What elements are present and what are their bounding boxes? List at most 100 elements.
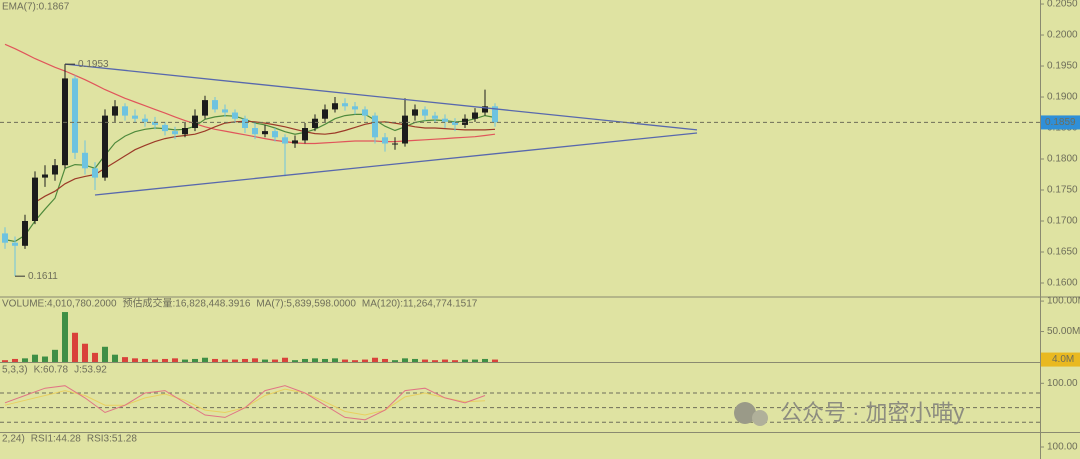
candle-body xyxy=(52,165,58,175)
legend-text: 5,3,3) xyxy=(2,365,28,376)
volume-bar xyxy=(382,358,388,362)
candle-body xyxy=(432,115,438,119)
volume-bar xyxy=(422,359,428,362)
legend-text: 2,24) xyxy=(2,434,25,445)
volume-bar xyxy=(192,358,198,362)
candle-body xyxy=(62,78,68,166)
trendline xyxy=(64,63,698,131)
volume-bar xyxy=(22,358,28,362)
volume-bar xyxy=(2,360,8,362)
candle-body xyxy=(402,115,408,144)
volume-bar xyxy=(402,358,408,362)
volume-bar xyxy=(462,359,468,362)
volume-bar xyxy=(472,359,478,362)
y-tick-label: 0.1600 xyxy=(1047,278,1078,289)
candle-body xyxy=(172,131,178,135)
volume-bar xyxy=(222,359,228,362)
last-price-label: 0.1859 xyxy=(1045,117,1076,128)
volume-bar xyxy=(292,360,298,362)
candle-body xyxy=(192,115,198,129)
candle-body xyxy=(262,131,268,135)
y-tick-label: 0.1950 xyxy=(1047,61,1078,72)
candle-body xyxy=(222,109,228,113)
last-volume-label: 4.0M xyxy=(1052,354,1074,365)
volume-bar xyxy=(152,359,158,362)
y-tick-label: 0.1900 xyxy=(1047,92,1078,103)
candle-body xyxy=(12,242,18,246)
candle-body xyxy=(212,100,218,110)
legend-text: VOLUME:4,010,780.2000 xyxy=(2,299,117,310)
candle-body xyxy=(162,124,168,132)
y-tick-label: 0.1750 xyxy=(1047,185,1078,196)
volume-bar xyxy=(132,358,138,362)
candle-body xyxy=(42,174,48,178)
y-tick-label: 0.2000 xyxy=(1047,30,1078,41)
candle-body xyxy=(362,109,368,116)
volume-bar xyxy=(42,356,48,362)
volume-bar xyxy=(62,312,68,362)
volume-bar xyxy=(412,358,418,362)
candle-body xyxy=(2,233,8,243)
indicator-line xyxy=(4,385,486,421)
volume-bar xyxy=(102,346,108,362)
volume-bar xyxy=(82,343,88,362)
candle-body xyxy=(122,106,128,116)
legend-text: MA(120):11,264,774.1517 xyxy=(362,299,478,310)
candle-body xyxy=(82,152,88,169)
candle-body xyxy=(382,137,388,144)
y-tick-label: 100.00 xyxy=(1047,442,1078,453)
volume-bar xyxy=(122,357,128,362)
candle-body xyxy=(452,121,458,125)
volume-bar xyxy=(332,358,338,362)
candle-body xyxy=(242,118,248,129)
volume-bar xyxy=(242,358,248,362)
candle-body xyxy=(232,112,238,119)
trendline xyxy=(94,132,698,196)
volume-bar xyxy=(272,359,278,362)
volume-bar xyxy=(72,332,78,362)
candle-body xyxy=(132,115,138,119)
candle-body xyxy=(442,118,448,122)
volume-bar xyxy=(92,352,98,362)
last-price-box xyxy=(1041,115,1080,130)
candle-body xyxy=(462,118,468,125)
volume-bar xyxy=(252,358,258,362)
last-volume-box xyxy=(1041,352,1080,367)
candle-body xyxy=(22,220,28,246)
annotation-label: 0.1953 xyxy=(78,59,109,70)
volume-bar xyxy=(452,360,458,362)
volume-bar xyxy=(282,357,288,362)
candle-body xyxy=(342,103,348,107)
volume-bar xyxy=(322,358,328,362)
y-tick-label: 0.1800 xyxy=(1047,154,1078,165)
candle-body xyxy=(152,121,158,125)
legend-text: EMA(7):0.1867 xyxy=(2,2,70,13)
volume-bar xyxy=(32,354,38,362)
legend-text: J:53.92 xyxy=(74,365,107,376)
watermark-text: 公众号 · 加密小喵y xyxy=(780,400,965,425)
legend-text: RSI3:51.28 xyxy=(87,434,137,445)
candle-body xyxy=(102,115,108,178)
volume-bar xyxy=(392,360,398,362)
volume-bar xyxy=(112,354,118,362)
watermark: 公众号 · 加密小喵y xyxy=(734,400,965,426)
candle-body xyxy=(72,78,78,153)
volume-bar xyxy=(162,358,168,362)
volume-bar xyxy=(342,359,348,362)
volume-bar xyxy=(482,358,488,362)
y-tick-label: 50.00M xyxy=(1047,326,1080,337)
volume-bar xyxy=(362,359,368,362)
candle-body xyxy=(302,128,308,141)
candle-body xyxy=(492,106,498,123)
candle-body xyxy=(352,106,358,110)
candle-body xyxy=(292,140,298,144)
candle-body xyxy=(182,128,188,135)
volume-bar xyxy=(12,358,18,362)
candle-body xyxy=(32,177,38,221)
legend-text: MA(7):5,839,598.0000 xyxy=(256,299,356,310)
volume-bar xyxy=(372,357,378,362)
candle-body xyxy=(472,112,478,119)
y-tick-label: 0.1650 xyxy=(1047,247,1078,258)
